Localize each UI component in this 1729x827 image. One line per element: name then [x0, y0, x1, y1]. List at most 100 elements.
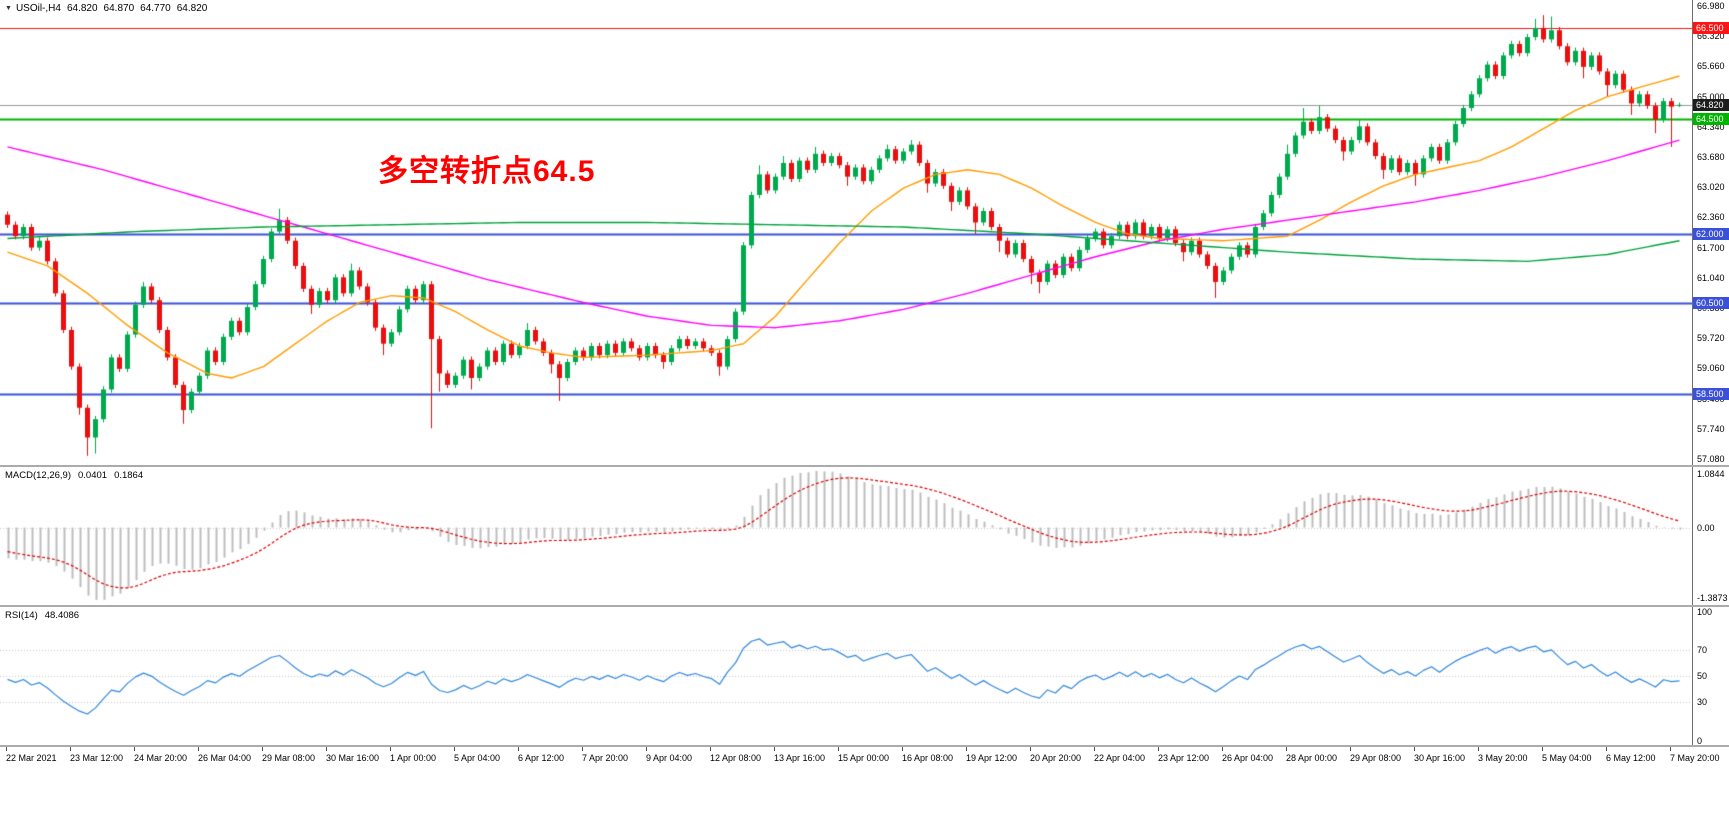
price-scale-label: 59.060 — [1697, 363, 1725, 374]
panel-separator[interactable] — [0, 465, 1729, 467]
rsi-scale-label: 70 — [1697, 645, 1708, 655]
macd-name: MACD(12,26,9) — [5, 470, 71, 481]
price-scale-label: 66.320 — [1697, 31, 1725, 42]
time-tick — [1286, 747, 1287, 751]
price-scale-label: 57.080 — [1697, 454, 1725, 464]
time-tick — [1414, 747, 1415, 751]
time-tick — [390, 747, 391, 751]
bottom-whitespace — [0, 773, 1729, 825]
last-price-badge: 64.820 — [1693, 98, 1729, 111]
time-tick — [774, 747, 775, 751]
macd-scale-zero: 0.00 — [1697, 522, 1715, 533]
time-label: 19 Apr 12:00 — [966, 753, 1018, 763]
time-tick — [198, 747, 199, 751]
expand-arrow-icon[interactable]: ▼ — [5, 5, 12, 12]
price-scale-label: 63.020 — [1697, 182, 1725, 193]
price-level-badge: 66.500 — [1693, 21, 1729, 34]
time-tick — [1030, 747, 1031, 751]
time-tick — [454, 747, 455, 751]
price-chart-canvas[interactable] — [0, 0, 1692, 465]
time-label: 6 May 12:00 — [1606, 753, 1656, 763]
time-tick — [70, 747, 71, 751]
time-label: 12 Apr 08:00 — [710, 753, 762, 763]
price-panel: 66.980 66.320 65.660 65.000 64.340 63.680 63.0… — [0, 0, 1729, 465]
rsi-scale-label: 100 — [1697, 607, 1713, 617]
price-scale-label: 64.340 — [1697, 121, 1725, 132]
time-label: 5 Apr 04:00 — [454, 753, 501, 763]
time-tick — [1094, 747, 1095, 751]
time-label: 22 Apr 04:00 — [1094, 753, 1146, 763]
rsi-scale-label: 30 — [1697, 697, 1708, 707]
time-tick — [838, 747, 839, 751]
time-tick — [710, 747, 711, 751]
price-scale-label: 66.980 — [1697, 1, 1725, 11]
macd-scale[interactable]: 1.0844 0.00 -1.3873 — [1692, 467, 1729, 605]
time-tick — [1478, 747, 1479, 751]
price-scale-label: 59.720 — [1697, 333, 1725, 344]
time-tick — [1222, 747, 1223, 751]
time-label: 26 Apr 04:00 — [1222, 753, 1274, 763]
time-label: 20 Apr 20:00 — [1030, 753, 1082, 763]
ohlc-close: 64.820 — [176, 3, 208, 14]
rsi-canvas[interactable] — [0, 607, 1692, 745]
macd-scale-max: 1.0844 — [1697, 469, 1725, 479]
rsi-scale[interactable]: 100 70 50 30 0 — [1692, 607, 1729, 745]
price-scale-label: 65.660 — [1697, 61, 1725, 72]
rsi-name: RSI(14) — [5, 610, 38, 621]
price-level-badge: 62.000 — [1693, 227, 1729, 240]
annotation-text: 多空转折点64.5 — [378, 155, 596, 188]
price-scale-label: 57.740 — [1697, 423, 1725, 434]
time-label: 22 Mar 2021 — [6, 753, 57, 763]
macd-canvas[interactable] — [0, 467, 1692, 605]
time-label: 13 Apr 16:00 — [774, 753, 826, 763]
panel-separator[interactable] — [0, 605, 1729, 607]
time-tick — [326, 747, 327, 751]
macd-panel: 1.0844 0.00 -1.3873 MACD(12,26,9) 0.0401 0.1… — [0, 467, 1729, 605]
price-level-badge: 64.500 — [1693, 113, 1729, 126]
time-tick — [1350, 747, 1351, 751]
time-tick — [1670, 747, 1671, 751]
price-scale-label: 65.000 — [1697, 91, 1725, 102]
time-tick — [966, 747, 967, 751]
time-label: 1 Apr 00:00 — [390, 753, 437, 763]
price-scale-label: 63.680 — [1697, 152, 1725, 162]
price-scale-label: 61.040 — [1697, 272, 1725, 283]
time-tick — [262, 747, 263, 751]
time-tick — [518, 747, 519, 751]
rsi-panel: 100 70 50 30 0 RSI(14) 48.4086 — [0, 607, 1729, 745]
time-label: 3 May 20:00 — [1478, 753, 1528, 763]
time-label: 23 Mar 12:00 — [70, 753, 124, 763]
ohlc-low: 64.770 — [140, 3, 171, 14]
time-label: 30 Apr 16:00 — [1414, 753, 1466, 763]
macd-signal-value: 0.1864 — [114, 470, 144, 481]
price-scale-label: 61.700 — [1697, 242, 1725, 253]
rsi-value: 48.4086 — [44, 610, 80, 621]
time-label: 7 Apr 20:00 — [582, 753, 629, 763]
time-label: 16 Apr 08:00 — [902, 753, 954, 763]
ohlc-high: 64.870 — [103, 3, 135, 14]
time-tick — [1542, 747, 1543, 751]
macd-indicator-label: MACD(12,26,9) 0.0401 0.1864 — [5, 470, 143, 481]
symbol-timeframe-label: USOil-,H4 — [15, 3, 61, 14]
time-label: 15 Apr 00:00 — [838, 753, 890, 763]
time-label: 7 May 20:00 — [1670, 753, 1720, 763]
time-label: 24 Mar 20:00 — [134, 753, 188, 763]
time-tick — [582, 747, 583, 751]
price-scale-label: 62.360 — [1697, 212, 1725, 223]
time-tick — [6, 747, 7, 751]
time-tick — [646, 747, 647, 751]
rsi-scale-label: 0 — [1697, 736, 1703, 745]
time-label: 29 Mar 08:00 — [262, 753, 316, 763]
time-axis[interactable]: 22 Mar 2021 23 Mar 12:00 24 Mar 20:00 26 Ma… — [0, 747, 1729, 773]
macd-value: 0.0401 — [78, 470, 108, 481]
time-label: 6 Apr 12:00 — [518, 753, 565, 763]
time-tick — [902, 747, 903, 751]
time-label: 28 Apr 00:00 — [1286, 753, 1338, 763]
price-scale[interactable]: 66.980 66.320 65.660 65.000 64.340 63.680 63.0… — [1692, 0, 1729, 465]
time-label: 9 Apr 04:00 — [646, 753, 693, 763]
rsi-indicator-label: RSI(14) 48.4086 — [5, 610, 79, 621]
time-tick — [1158, 747, 1159, 751]
panel-separator[interactable] — [0, 745, 1729, 747]
time-label: 26 Mar 04:00 — [198, 753, 252, 763]
